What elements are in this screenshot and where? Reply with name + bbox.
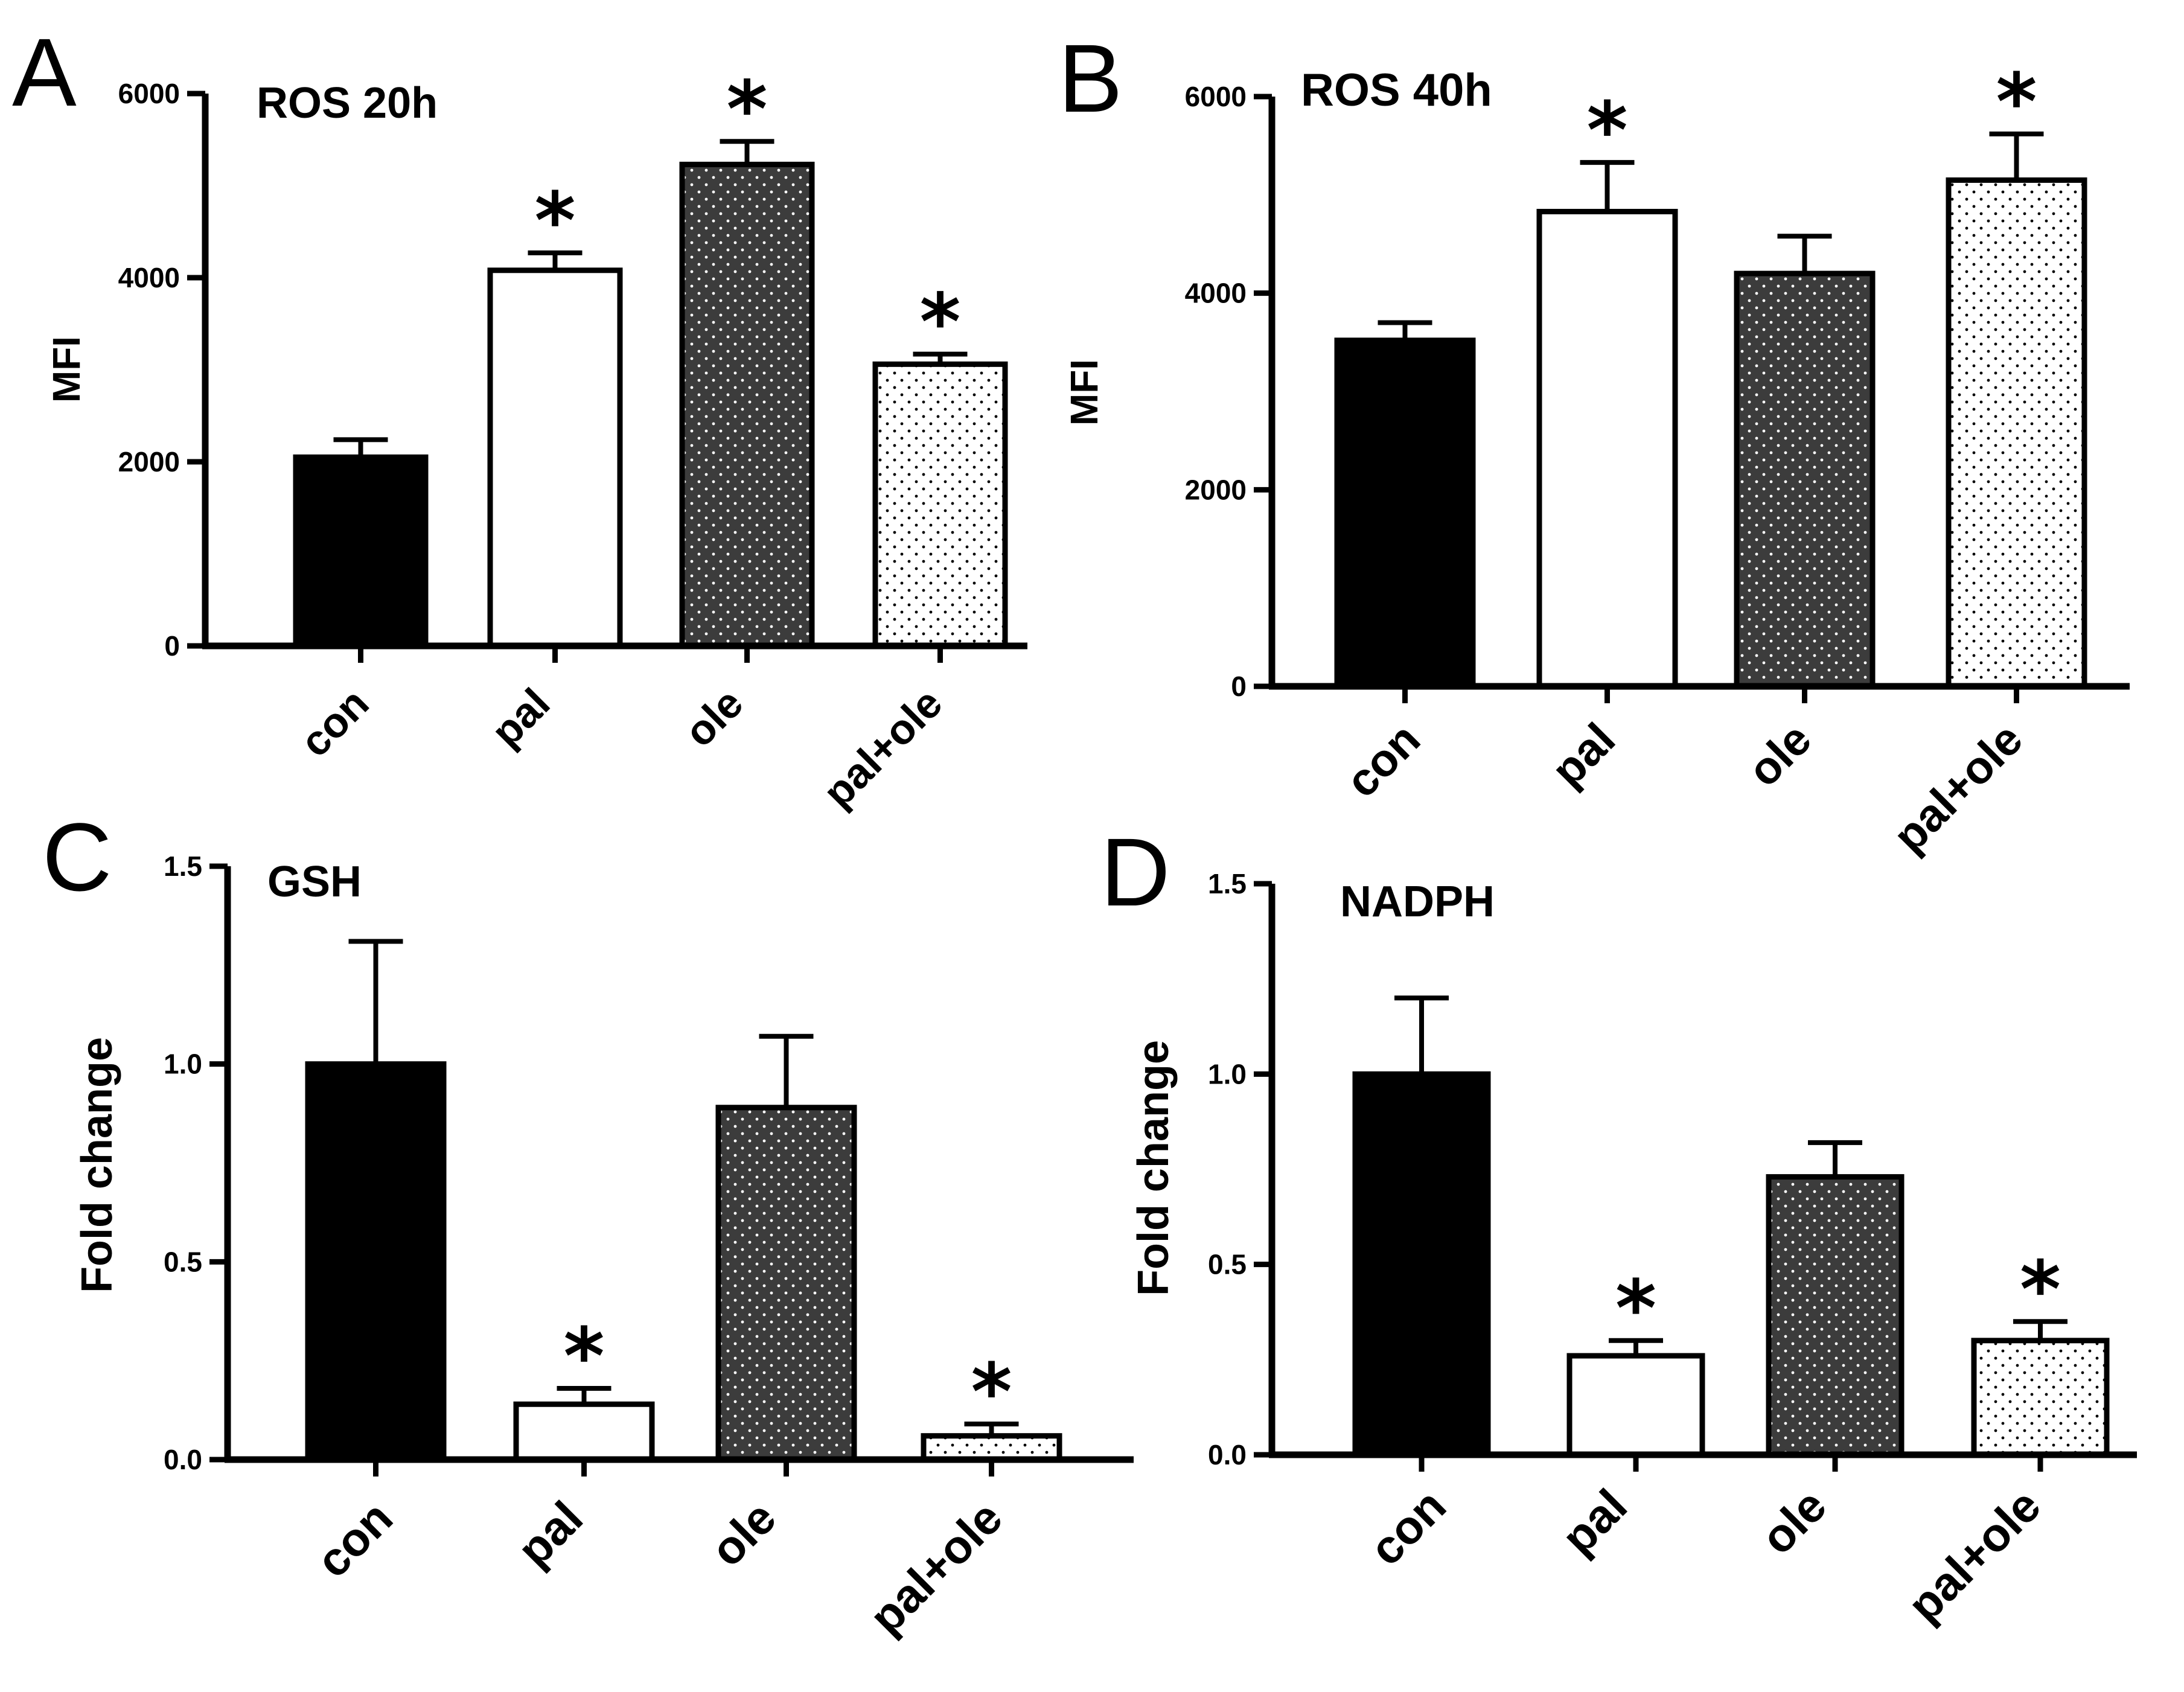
x-category-label: pal bbox=[1551, 1479, 1637, 1565]
bar-pal+ole bbox=[921, 1433, 1062, 1463]
x-category-label: pal bbox=[507, 1491, 593, 1577]
chart-title: ROS 40h bbox=[1301, 65, 1492, 116]
y-tick-label: 1.0 bbox=[164, 1049, 202, 1080]
bar-con bbox=[1334, 337, 1476, 689]
bar-pal bbox=[487, 267, 623, 649]
x-category-label: ole bbox=[1751, 1479, 1836, 1565]
significance-star-ole: * bbox=[727, 63, 768, 155]
bar-pal+ole bbox=[1946, 177, 2087, 689]
bar-ole bbox=[1734, 270, 1876, 689]
significance-star-pal: * bbox=[535, 175, 576, 267]
x-category-label: pal+ole bbox=[1897, 1479, 2051, 1632]
panel-a: A ROS 20h MFI * * * 0 2000 4000 6000 con pal ole pal+… bbox=[12, 18, 1027, 817]
significance-star-pal+ole: * bbox=[920, 276, 961, 368]
x-category-label: con bbox=[291, 679, 377, 765]
bar-ole bbox=[1766, 1174, 1905, 1458]
bar-con bbox=[293, 454, 429, 649]
significance-star-pal+ole: * bbox=[2020, 1243, 2061, 1335]
x-category-label: ole bbox=[700, 1491, 786, 1577]
y-tick-label: 4000 bbox=[118, 262, 180, 293]
y-tick-label: 4000 bbox=[1185, 278, 1247, 309]
x-category-label: ole bbox=[1738, 714, 1821, 797]
bar-pal+ole bbox=[872, 361, 1008, 649]
y-tick-label: 1.0 bbox=[1208, 1058, 1247, 1090]
panel-d: D NADPH Fold change * * 0.0 0.5 1.0 1.5 con pal ole… bbox=[1100, 818, 2137, 1632]
bar-pal+ole bbox=[1971, 1338, 2110, 1458]
significance-star-pal: * bbox=[564, 1311, 605, 1402]
panel-letter: A bbox=[12, 18, 77, 126]
x-category-label: con bbox=[1359, 1479, 1456, 1575]
y-tick-label: 1.5 bbox=[1208, 868, 1247, 899]
x-category-label: pal bbox=[482, 679, 559, 756]
panel-c: C GSH Fold change * * 0.0 0.5 1.0 1.5 con pal ole pa… bbox=[42, 803, 1134, 1644]
bar-pal bbox=[1536, 209, 1678, 689]
bar-con bbox=[1352, 1071, 1491, 1458]
y-tick-label: 2000 bbox=[118, 446, 180, 477]
x-category-label: pal+ole bbox=[859, 1491, 1012, 1644]
y-tick-label: 2000 bbox=[1185, 474, 1247, 505]
panel-letter: C bbox=[42, 803, 112, 911]
y-tick-label: 1.5 bbox=[164, 851, 202, 882]
y-tick-label: 0.5 bbox=[164, 1246, 202, 1277]
x-category-label: pal bbox=[1542, 714, 1625, 797]
x-category-label: ole bbox=[675, 679, 752, 756]
chart-title: ROS 20h bbox=[257, 79, 438, 127]
y-tick-label: 0 bbox=[1231, 671, 1247, 702]
y-tick-label: 6000 bbox=[118, 78, 180, 109]
panel-letter: B bbox=[1058, 24, 1123, 132]
y-tick-label: 0 bbox=[164, 630, 180, 662]
significance-star-pal: * bbox=[1615, 1263, 1656, 1355]
y-axis-label: Fold change bbox=[1129, 1040, 1178, 1296]
y-axis-label: MFI bbox=[45, 336, 88, 403]
bar-con bbox=[305, 1061, 447, 1463]
bar-pal bbox=[513, 1401, 655, 1463]
significance-star-pal+ole: * bbox=[971, 1346, 1012, 1438]
chart-title: GSH bbox=[267, 858, 362, 906]
y-axis-label: Fold change bbox=[73, 1037, 121, 1293]
bar-ole bbox=[715, 1105, 857, 1463]
bar-ole bbox=[679, 161, 815, 649]
panel-b: B ROS 40h MFI * * 0 2000 4000 6000 con pal ole pal+o… bbox=[1058, 24, 2130, 863]
y-tick-label: 6000 bbox=[1185, 81, 1247, 112]
x-category-label: con bbox=[1336, 714, 1430, 808]
x-category-label: con bbox=[306, 1491, 403, 1588]
x-category-label: pal+ole bbox=[1883, 714, 2032, 863]
bar-pal bbox=[1566, 1353, 1705, 1458]
significance-star-pal: * bbox=[1587, 85, 1628, 176]
significance-star-pal+ole: * bbox=[1996, 56, 2037, 148]
chart-title: NADPH bbox=[1340, 878, 1495, 926]
y-tick-label: 0.5 bbox=[1208, 1249, 1247, 1280]
y-tick-label: 0.0 bbox=[164, 1444, 202, 1475]
y-axis-label: MFI bbox=[1062, 359, 1106, 426]
y-tick-label: 0.0 bbox=[1208, 1439, 1247, 1470]
x-category-label: pal+ole bbox=[814, 679, 951, 816]
panel-letter: D bbox=[1100, 818, 1170, 926]
